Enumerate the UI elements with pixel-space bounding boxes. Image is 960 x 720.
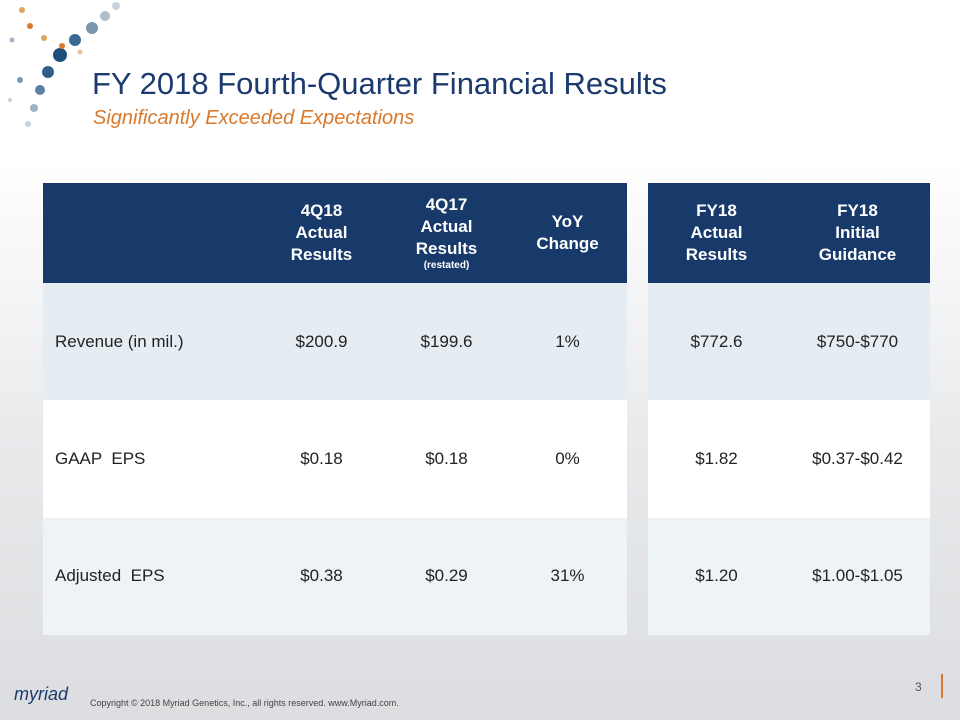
- header-line: 4Q17: [425, 195, 468, 214]
- table-cell: $0.37-$0.42: [812, 448, 903, 468]
- header-line: Guidance: [818, 245, 897, 264]
- header-line: Initial: [835, 223, 880, 242]
- table-cell: $0.18: [425, 448, 468, 468]
- row-bg: [43, 400, 627, 518]
- table-cell: $199.6: [420, 331, 473, 351]
- header-line: FY18: [837, 201, 878, 220]
- logo: myriad: [14, 684, 69, 704]
- table-cell: $0.38: [300, 566, 343, 586]
- column-header: 4Q18 Actual Results: [258, 183, 385, 283]
- table-cell: $1.00-$1.05: [812, 566, 903, 586]
- header-line: YoY: [551, 212, 584, 231]
- column-header: YoY Change: [508, 183, 627, 283]
- header-line: Results: [290, 245, 353, 264]
- header-line: 4Q18: [300, 201, 343, 220]
- row-label: Revenue (in mil.): [55, 331, 184, 351]
- copyright: Copyright © 2018 Myriad Genetics, Inc., …: [90, 698, 399, 708]
- table-cell: $0.29: [425, 566, 468, 586]
- header-line: Results: [415, 239, 478, 258]
- subtitle: Significantly Exceeded Expectations: [93, 107, 415, 129]
- decor-dots: [8, 2, 120, 127]
- row-label: Adjusted EPS: [55, 566, 165, 586]
- table-cell: $1.82: [695, 448, 738, 468]
- header-line: Results: [685, 245, 748, 264]
- row-label: GAAP EPS: [55, 448, 146, 468]
- table-cell: $0.18: [300, 448, 343, 468]
- row-bg: [648, 400, 930, 518]
- table-cell: $750-$770: [816, 331, 899, 351]
- table-cell: 31%: [550, 566, 585, 586]
- table-header: [648, 183, 930, 283]
- table-header: [43, 183, 627, 283]
- header-line: Change: [536, 234, 599, 253]
- table-cell: 0%: [555, 448, 580, 468]
- header-line: FY18: [696, 201, 737, 220]
- page-number: 3: [915, 680, 922, 694]
- header-line: Actual: [420, 217, 473, 236]
- page-bar: [941, 674, 943, 698]
- row-bg: [43, 517, 627, 635]
- header-note: (restated): [423, 260, 470, 271]
- table-cell: 1%: [555, 331, 580, 351]
- table-cell: $1.20: [695, 566, 738, 586]
- row-bg: [43, 283, 627, 401]
- header-line: Actual: [295, 223, 348, 242]
- column-header: FY18 Initial Guidance: [785, 183, 930, 283]
- table-cell: $772.6: [690, 331, 743, 351]
- title: FY 2018 Fourth-Quarter Financial Results: [92, 66, 667, 101]
- row-bg: [648, 283, 930, 401]
- header-line: Actual: [690, 223, 743, 242]
- column-header: 4Q17 Actual Results (restated): [385, 183, 508, 283]
- table-cell: $200.9: [295, 331, 348, 351]
- row-bg: [648, 517, 930, 635]
- column-header: FY18 Actual Results: [648, 183, 785, 283]
